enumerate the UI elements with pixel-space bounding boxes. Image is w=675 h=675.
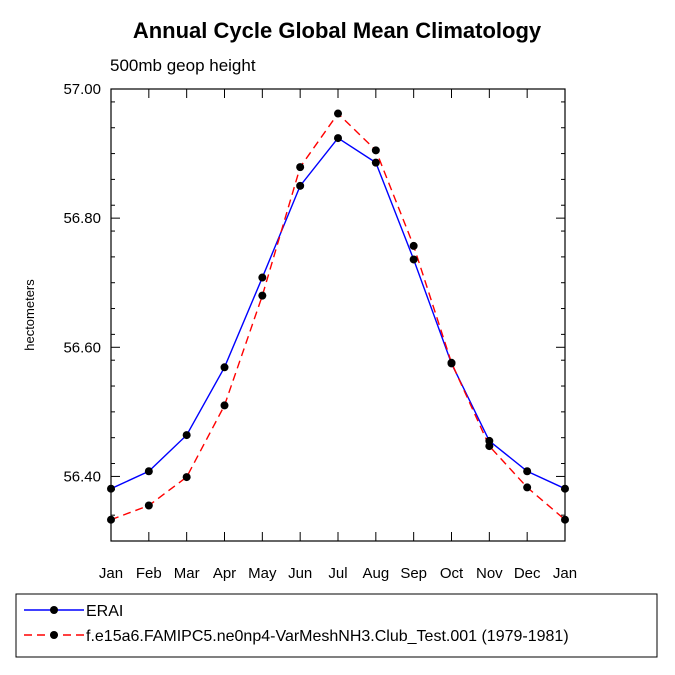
x-tick-label: Jun <box>288 565 312 582</box>
y-tick-label: 56.40 <box>63 468 101 485</box>
data-point <box>523 483 532 492</box>
legend: ERAI f.e15a6.FAMIPC5.ne0np4-VarMeshNH3.Cl… <box>24 603 569 645</box>
x-tick-label: Jan <box>553 565 577 582</box>
data-point <box>296 163 305 172</box>
x-tick-label: Jan <box>99 565 123 582</box>
data-point <box>371 158 380 167</box>
plot-frame <box>110 88 566 542</box>
legend-marker <box>50 606 58 614</box>
y-tick-label: 57.00 <box>63 81 101 98</box>
data-point <box>296 181 305 190</box>
y-tick-label: 56.60 <box>63 339 101 356</box>
x-tick-label: May <box>248 565 277 582</box>
x-tick-label: Sep <box>400 565 427 582</box>
x-tick-label: Jul <box>328 565 347 582</box>
data-point <box>334 109 342 118</box>
data-point <box>182 473 191 482</box>
data-point <box>220 363 229 372</box>
data-point <box>144 501 153 510</box>
data-point <box>485 442 494 451</box>
x-tick-label: Mar <box>174 565 200 582</box>
series-line-1 <box>110 112 566 521</box>
x-tick-label: Feb <box>136 565 162 582</box>
data-point <box>409 255 418 264</box>
chart-title: Annual Cycle Global Mean Climatology <box>133 18 542 43</box>
series-line-0 <box>110 137 566 490</box>
data-point <box>447 358 456 367</box>
legend-marker <box>50 631 58 639</box>
data-point <box>258 291 267 300</box>
legend-label-1: f.e15a6.FAMIPC5.ne0np4-VarMeshNH3.Club_T… <box>86 628 569 645</box>
x-tick-label: Nov <box>476 565 503 582</box>
x-tick-label: Dec <box>514 565 541 582</box>
x-tick-label: Aug <box>362 565 389 582</box>
x-tick-label: Apr <box>213 565 236 582</box>
chart-subtitle: 500mb geop height <box>110 56 256 75</box>
data-point <box>220 401 229 410</box>
data-point <box>371 146 380 155</box>
y-axis-label: hectometers <box>22 279 37 351</box>
legend-label-0: ERAI <box>86 603 123 620</box>
data-point <box>144 467 153 476</box>
legend-box <box>15 593 658 658</box>
y-tick-label: 56.80 <box>63 210 101 227</box>
data-point <box>523 467 532 476</box>
data-point <box>334 134 342 143</box>
plot-area: Jan Feb Mar Apr May Jun Jul Aug Sep Oct Nov Dec Jan 5… <box>63 81 577 582</box>
data-point <box>258 273 267 282</box>
x-tick-label: Oct <box>440 565 464 582</box>
data-point <box>409 241 418 250</box>
data-point <box>182 431 191 440</box>
